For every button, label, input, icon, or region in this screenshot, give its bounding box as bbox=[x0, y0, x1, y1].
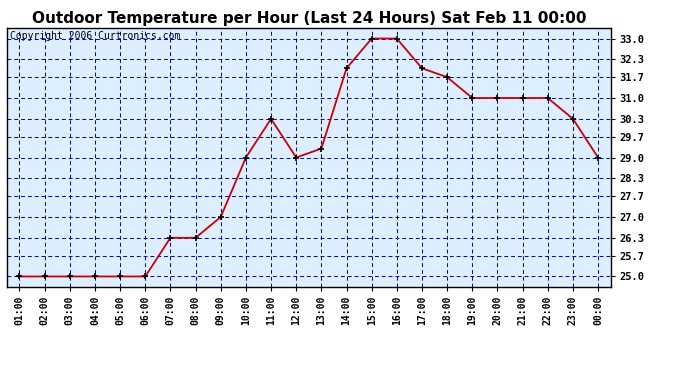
Text: Copyright 2006 Curtronics.com: Copyright 2006 Curtronics.com bbox=[10, 31, 180, 41]
Title: Outdoor Temperature per Hour (Last 24 Hours) Sat Feb 11 00:00: Outdoor Temperature per Hour (Last 24 Ho… bbox=[32, 10, 586, 26]
